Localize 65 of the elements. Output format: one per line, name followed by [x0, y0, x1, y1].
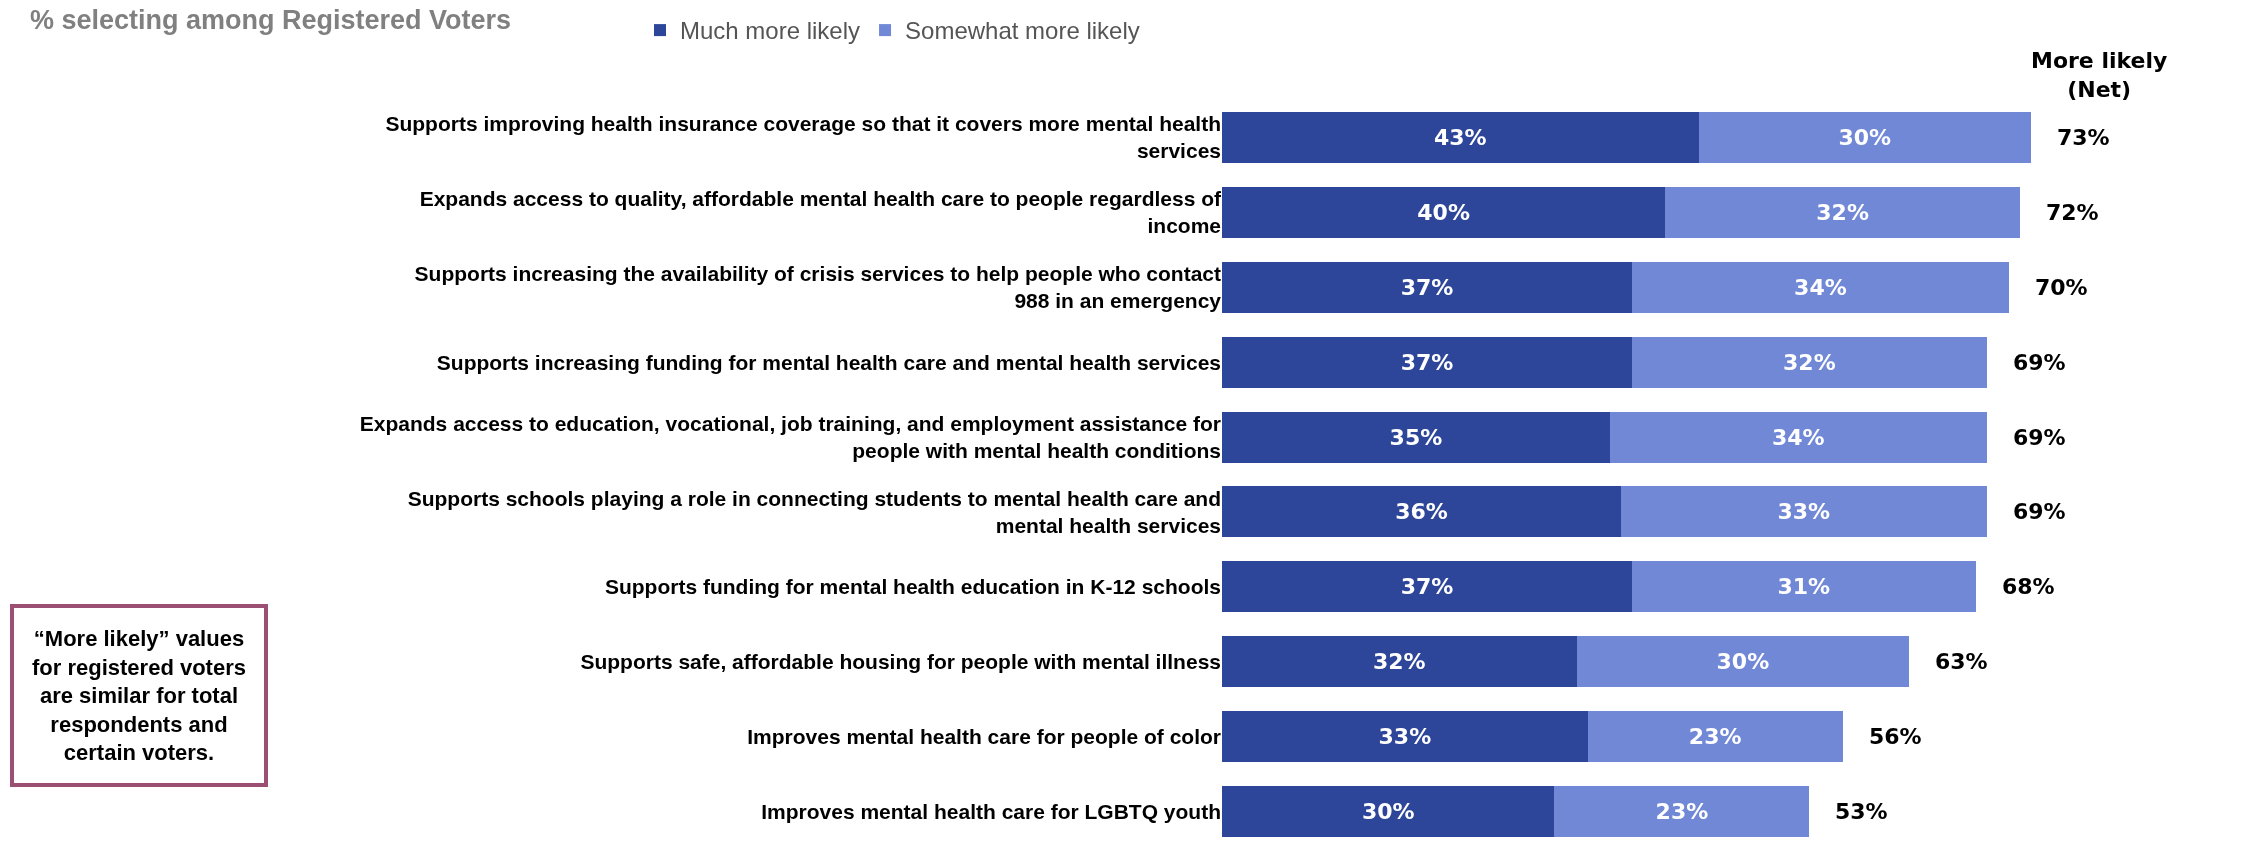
- bar: [1620, 486, 1987, 538]
- bar: [1587, 711, 1843, 763]
- bar: [1222, 111, 1699, 163]
- data-label: 37%: [1400, 274, 1454, 300]
- total-label: 63%: [1935, 649, 1988, 674]
- total-label: 72%: [2046, 200, 2099, 225]
- data-label: 30%: [1361, 799, 1415, 825]
- data-label: 36%: [1395, 499, 1448, 525]
- legend-label: Much more likely: [680, 17, 861, 45]
- total-label: 69%: [2013, 425, 2066, 450]
- data-label: 33%: [1777, 499, 1831, 525]
- y-tick-label: Supports funding for mental health education in K-12 schools: [604, 575, 1221, 599]
- bar: [1632, 561, 1976, 613]
- bar: [1222, 486, 1621, 538]
- bar: [1222, 261, 1633, 313]
- data-label: 37%: [1400, 574, 1454, 600]
- y-tick-label: Expands access to education, vocational, job training, and employment assistance for people with mental health conditions: [359, 411, 1221, 463]
- data-label: 23%: [1655, 799, 1709, 825]
- data-label: 43%: [1433, 124, 1487, 150]
- total-label: 56%: [1869, 724, 1922, 749]
- bar: [1698, 111, 2031, 163]
- total-label: 73%: [2057, 125, 2110, 150]
- text: “More likely” values for registered voters are similar for total respondents and certain voters.: [32, 626, 246, 766]
- data-label: 31%: [1777, 574, 1831, 600]
- bar: [1632, 336, 1987, 388]
- y-tick-label: Improves mental health care for people of color: [747, 725, 1221, 748]
- bar: [1222, 186, 1666, 238]
- data-label: 32%: [1816, 199, 1869, 225]
- y-tick-label: Supports increasing the availability of crisis services to help people who contact 988 in an emergency: [414, 261, 1222, 313]
- data-label: 34%: [1794, 274, 1847, 300]
- y-tick-label: Supports improving health insurance coverage so that it covers more mental health services: [385, 112, 1221, 163]
- total-label: 70%: [2035, 275, 2088, 300]
- data-label: 32%: [1783, 349, 1836, 375]
- bar: [1222, 336, 1633, 388]
- data-label: 37%: [1400, 349, 1454, 375]
- text: More likely (Net): [2031, 48, 2168, 102]
- data-label: 32%: [1372, 649, 1426, 675]
- text: % selecting among Registered Voters: [30, 4, 512, 35]
- legend-label: Somewhat more likely: [905, 17, 1140, 45]
- bar: [1609, 411, 1987, 463]
- bar: [1665, 186, 2020, 238]
- bar: [1554, 786, 1810, 838]
- y-tick-label: Expands access to quality, affordable mental health care to people regardless of income: [419, 187, 1222, 238]
- bar: [1222, 561, 1633, 613]
- y-tick-label: Supports safe, affordable housing for people with mental illness: [580, 650, 1221, 674]
- bar: [1222, 636, 1577, 688]
- bar: [1222, 786, 1555, 838]
- bar: [1222, 711, 1588, 763]
- data-label: 35%: [1389, 424, 1443, 450]
- y-tick-label: Supports schools playing a role in connecting students to mental health care and mental health services: [407, 486, 1221, 537]
- data-label: 40%: [1417, 199, 1470, 225]
- data-label: 34%: [1771, 424, 1825, 450]
- data-label: 30%: [1716, 649, 1770, 675]
- total-label: 68%: [2002, 574, 2055, 599]
- bar: [1576, 636, 1910, 688]
- data-label: 33%: [1378, 724, 1432, 750]
- total-label: 53%: [1835, 799, 1888, 824]
- y-tick-label: Supports increasing funding for mental health care and mental health services: [436, 350, 1221, 374]
- total-label: 69%: [2013, 499, 2066, 524]
- data-label: 23%: [1688, 724, 1742, 750]
- data-label: 30%: [1838, 124, 1892, 150]
- bar: [1222, 411, 1610, 463]
- y-tick-label: Improves mental health care for LGBTQ youth: [761, 799, 1221, 823]
- total-label: 69%: [2013, 350, 2066, 375]
- bar: [1632, 261, 2009, 313]
